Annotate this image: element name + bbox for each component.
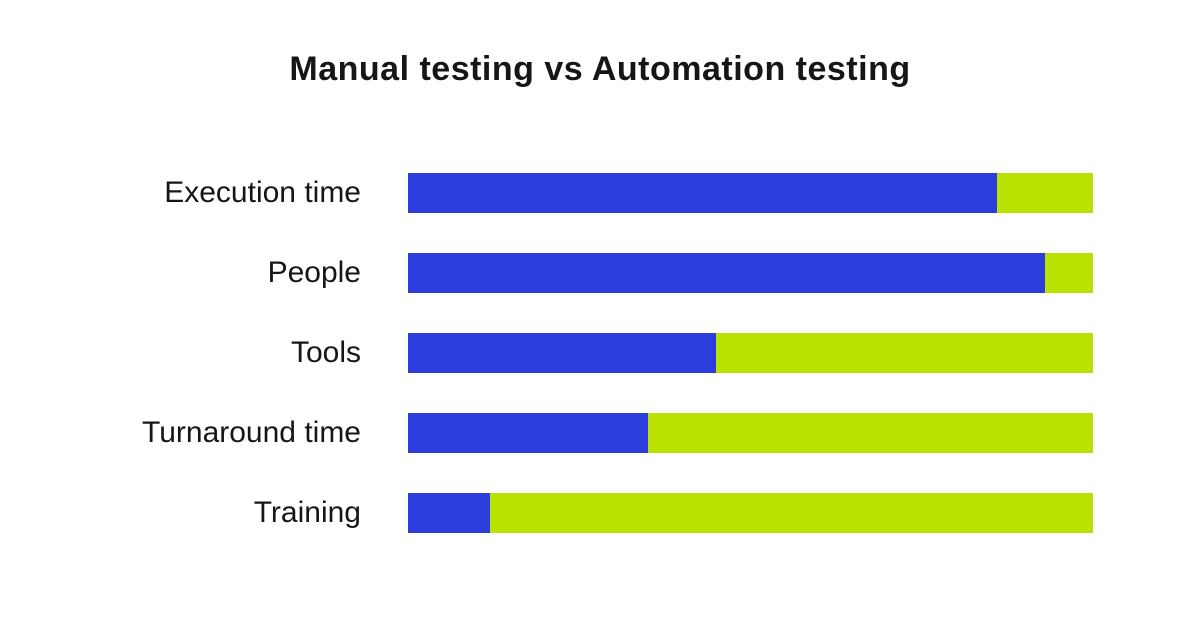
category-label: Execution time	[164, 176, 361, 209]
manual-bar-segment	[408, 413, 648, 453]
automation-bar-segment	[647, 413, 1093, 453]
category-label: Tools	[290, 336, 361, 369]
chart-row: Training	[0, 493, 1200, 533]
category-label: Training	[253, 496, 361, 529]
chart-title: Manual testing vs Automation testing	[289, 50, 911, 88]
bar-track	[408, 493, 1093, 533]
automation-bar-segment	[997, 173, 1093, 213]
automation-bar-segment	[1045, 253, 1093, 293]
chart-row: People	[0, 253, 1200, 293]
stacked-bar-chart: Execution time People Tools Turnaround t…	[0, 173, 1200, 533]
chart-row: Execution time	[0, 173, 1200, 213]
bar-track	[408, 333, 1093, 373]
automation-bar-segment	[490, 493, 1093, 533]
manual-bar-segment	[408, 333, 717, 373]
category-label: Turnaround time	[142, 416, 361, 449]
bar-track	[408, 173, 1093, 213]
bar-track	[408, 413, 1093, 453]
chart-row: Turnaround time	[0, 413, 1200, 453]
manual-bar-segment	[408, 173, 998, 213]
automation-bar-segment	[716, 333, 1093, 373]
manual-bar-segment	[408, 253, 1046, 293]
chart-row: Tools	[0, 333, 1200, 373]
bar-track	[408, 253, 1093, 293]
manual-bar-segment	[408, 493, 491, 533]
category-label: People	[267, 256, 361, 289]
